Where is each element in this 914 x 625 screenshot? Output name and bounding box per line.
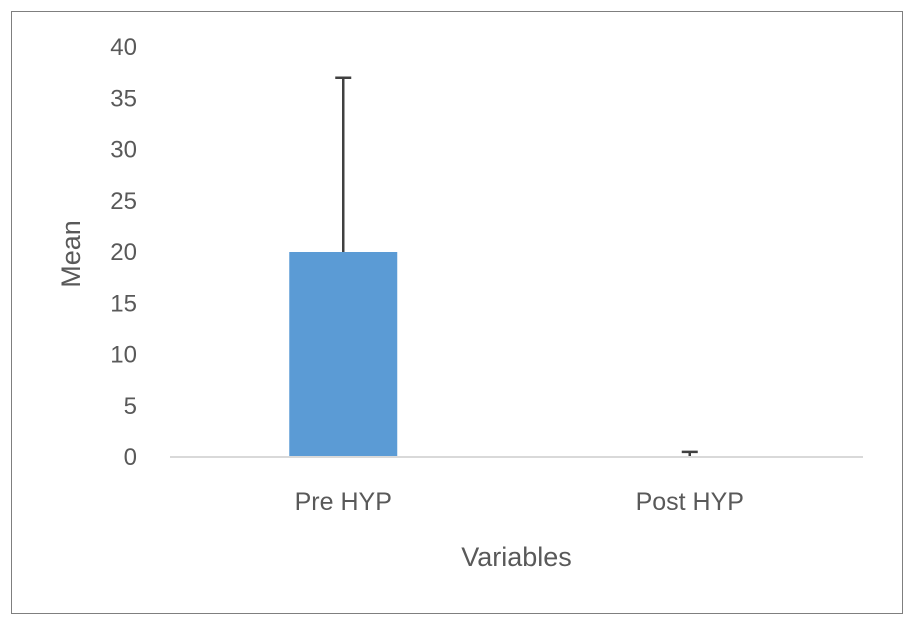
- y-tick-label: 35: [110, 85, 137, 112]
- y-tick-label: 30: [110, 137, 137, 164]
- x-category-label: Post HYP: [636, 488, 744, 516]
- y-tick-label: 25: [110, 188, 137, 215]
- y-tick-label: 5: [124, 393, 137, 420]
- y-axis-tick-labels: 0 5 10 15 20 25 30 35 40: [110, 34, 137, 471]
- x-axis-title: Variables: [461, 542, 572, 572]
- error-bar: [335, 76, 352, 252]
- x-axis-category-labels: Pre HYP Post HYP: [295, 488, 744, 516]
- y-tick-label: 15: [110, 290, 137, 317]
- x-category-label: Pre HYP: [295, 488, 392, 516]
- chart-frame: [11, 11, 903, 614]
- bar: [289, 252, 398, 457]
- y-tick-label: 40: [110, 34, 137, 61]
- bars: [289, 252, 398, 457]
- y-tick-label: 10: [110, 342, 137, 369]
- y-tick-label: 20: [110, 239, 137, 266]
- y-axis-title: Mean: [56, 220, 86, 288]
- y-tick-label: 0: [124, 444, 137, 471]
